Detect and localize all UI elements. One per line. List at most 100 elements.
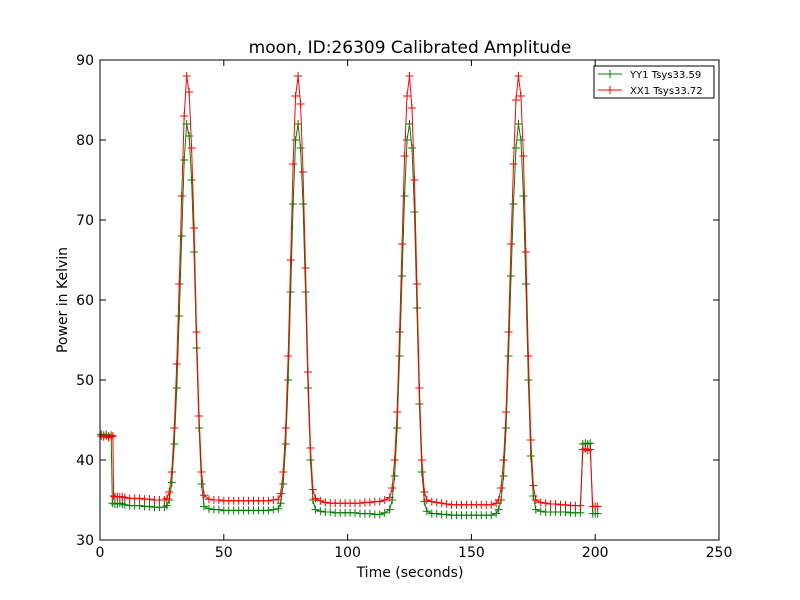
data-point bbox=[432, 498, 441, 507]
data-point bbox=[536, 498, 545, 507]
data-point bbox=[187, 176, 196, 184]
data-point bbox=[422, 507, 431, 516]
data-point bbox=[380, 496, 389, 504]
data-point bbox=[109, 492, 118, 500]
y-tick-label: 30 bbox=[76, 533, 94, 549]
data-point bbox=[551, 500, 560, 508]
data-point bbox=[294, 72, 303, 80]
data-point bbox=[199, 502, 208, 511]
data-point bbox=[576, 501, 585, 510]
data-point bbox=[162, 494, 171, 503]
data-point bbox=[170, 424, 179, 432]
data-point bbox=[514, 72, 523, 80]
data-point bbox=[593, 509, 602, 518]
data-point bbox=[172, 384, 181, 392]
data-point bbox=[289, 200, 298, 208]
data-point bbox=[395, 352, 404, 360]
data-point bbox=[306, 456, 315, 464]
data-point bbox=[385, 493, 394, 502]
x-axis-title: Time (seconds) bbox=[356, 565, 464, 581]
data-point bbox=[306, 444, 315, 452]
data-point bbox=[351, 508, 360, 517]
data-point bbox=[301, 288, 310, 296]
data-point bbox=[321, 498, 330, 507]
data-point bbox=[375, 497, 384, 506]
data-point bbox=[291, 136, 300, 144]
data-point bbox=[279, 480, 288, 488]
legend-item: XX1 Tsys33.72 bbox=[598, 86, 703, 97]
y-tick-label: 70 bbox=[76, 213, 94, 229]
data-point bbox=[403, 92, 412, 100]
data-point bbox=[511, 144, 520, 152]
data-point bbox=[514, 120, 523, 128]
data-point bbox=[422, 496, 431, 504]
data-point bbox=[355, 499, 364, 508]
data-point bbox=[398, 272, 407, 280]
x-tick-label: 50 bbox=[215, 545, 233, 561]
data-point bbox=[190, 248, 199, 256]
data-point bbox=[390, 472, 399, 480]
data-point bbox=[417, 456, 426, 464]
y-tick-label: 40 bbox=[76, 453, 94, 469]
data-point bbox=[509, 160, 518, 168]
data-point bbox=[192, 328, 201, 336]
data-point bbox=[180, 112, 189, 120]
data-point bbox=[442, 510, 451, 519]
y-tick-label: 50 bbox=[76, 373, 94, 389]
data-point bbox=[586, 445, 595, 454]
data-point bbox=[296, 144, 305, 152]
data-point bbox=[274, 495, 283, 504]
data-point bbox=[214, 496, 223, 504]
data-point bbox=[279, 468, 288, 476]
data-point bbox=[316, 507, 325, 516]
data-point bbox=[412, 304, 421, 312]
data-point bbox=[365, 509, 374, 518]
data-point bbox=[499, 456, 508, 464]
data-point bbox=[487, 500, 496, 509]
x-tick-label: 0 bbox=[96, 545, 105, 561]
data-point bbox=[526, 452, 535, 460]
data-point bbox=[145, 502, 154, 511]
data-point bbox=[291, 92, 300, 100]
data-point bbox=[524, 352, 533, 360]
data-point bbox=[400, 152, 409, 160]
data-point bbox=[393, 424, 402, 432]
data-point bbox=[264, 496, 273, 505]
data-point bbox=[214, 505, 223, 514]
data-point bbox=[494, 505, 503, 514]
data-point bbox=[400, 192, 409, 200]
data-point bbox=[509, 200, 518, 208]
legend-items: YY1 Tsys33.59 XX1 Tsys33.72 bbox=[598, 70, 703, 97]
data-point bbox=[199, 491, 208, 500]
data-point bbox=[175, 312, 184, 320]
data-point bbox=[185, 132, 194, 140]
data-point bbox=[135, 494, 144, 503]
data-point bbox=[107, 432, 116, 441]
data-point bbox=[296, 100, 305, 108]
data-point bbox=[269, 505, 278, 514]
data-point bbox=[385, 505, 394, 514]
data-point bbox=[497, 484, 506, 492]
data-point bbox=[410, 176, 419, 184]
x-tick-label: 100 bbox=[334, 545, 361, 561]
data-point bbox=[197, 480, 206, 488]
x-tick-label: 250 bbox=[706, 545, 733, 561]
data-point bbox=[502, 424, 511, 432]
data-point bbox=[135, 501, 144, 510]
data-point bbox=[264, 506, 273, 515]
data-point bbox=[593, 502, 602, 511]
data-point bbox=[274, 504, 283, 513]
data-point bbox=[269, 496, 278, 504]
data-point bbox=[120, 493, 129, 502]
data-point bbox=[494, 496, 503, 504]
data-point bbox=[301, 264, 310, 272]
data-point bbox=[504, 352, 513, 360]
series-layer bbox=[97, 72, 602, 520]
x-tick-label: 200 bbox=[582, 545, 609, 561]
x-tick-label: 150 bbox=[458, 545, 485, 561]
data-point bbox=[442, 500, 451, 508]
data-point bbox=[380, 508, 389, 517]
data-point bbox=[395, 328, 404, 336]
data-point bbox=[289, 160, 298, 168]
data-point bbox=[165, 488, 174, 496]
